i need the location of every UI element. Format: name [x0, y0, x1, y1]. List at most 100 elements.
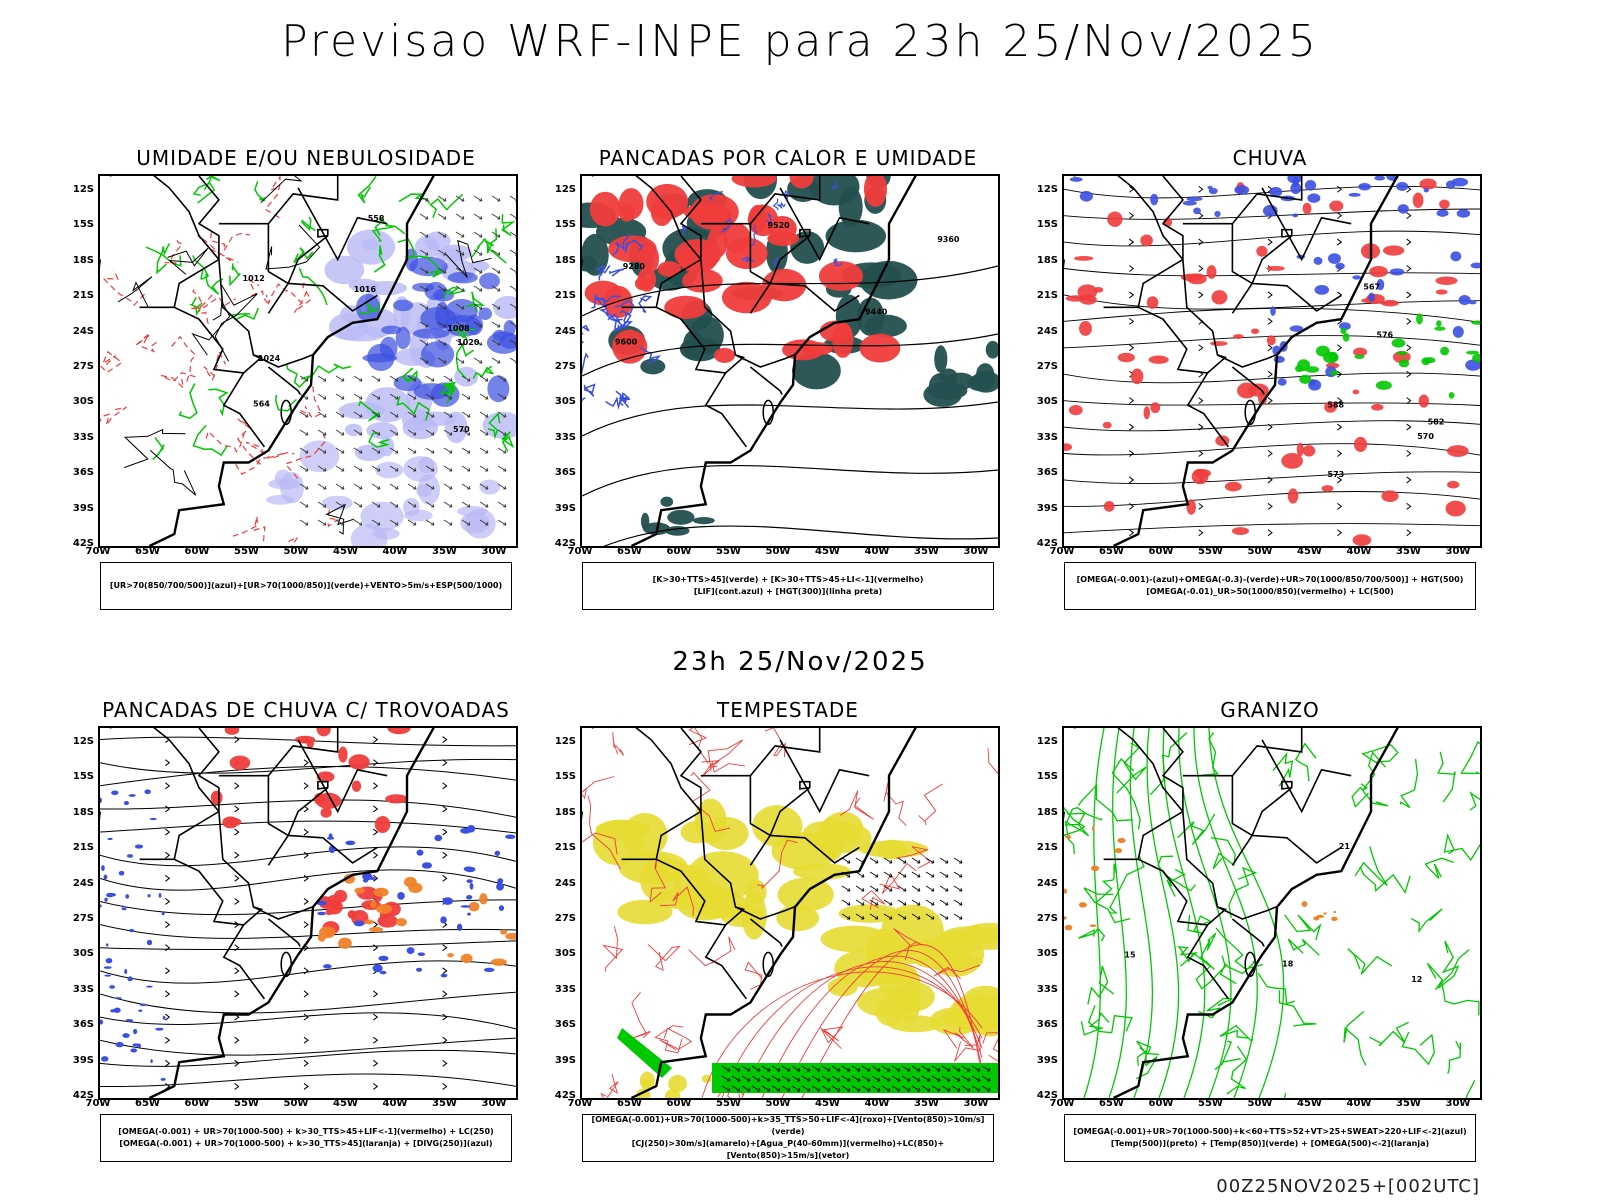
field-blob — [1069, 176, 1083, 182]
contour-line — [1401, 1031, 1435, 1066]
field-blob — [121, 905, 125, 908]
lon-tick-label: 60W — [1148, 1098, 1174, 1109]
border-line — [267, 282, 378, 314]
field-blob — [1078, 902, 1087, 908]
field-blob — [1358, 183, 1372, 191]
lat-tick-label: 33S — [554, 983, 576, 995]
wind-vector — [497, 465, 507, 472]
contour-line — [820, 1026, 844, 1049]
field-blob — [354, 444, 386, 462]
wind-vector — [437, 231, 447, 238]
field-blob — [1270, 306, 1276, 316]
wind-vector — [761, 1065, 771, 1072]
contour-line — [1351, 786, 1389, 808]
field-blob — [460, 905, 471, 908]
field-blob — [499, 333, 516, 349]
field-blob — [617, 899, 673, 925]
field-blob — [493, 295, 516, 320]
field-blob — [1186, 499, 1196, 515]
lat-tick-label: 27S — [72, 913, 94, 924]
lon-tick-label: 30W — [481, 1098, 507, 1109]
contour-line — [1219, 1024, 1254, 1043]
lon-tick-label: 30W — [963, 546, 989, 557]
lat-tick-label: 42S — [72, 538, 94, 549]
contour-line — [631, 992, 651, 1040]
wind-vector — [371, 393, 381, 400]
streamline-arrow — [1129, 344, 1135, 352]
wind-vector — [781, 1065, 791, 1072]
streamline-arrow — [165, 874, 171, 882]
field-blob — [1331, 916, 1338, 922]
field-blob — [1423, 187, 1429, 193]
contour-line — [582, 352, 589, 377]
contour-line — [1437, 751, 1456, 803]
contour-line — [1210, 836, 1236, 870]
field-blob — [408, 882, 423, 893]
streamline — [100, 1049, 516, 1067]
wind-vector — [353, 375, 363, 382]
field-blob — [1257, 390, 1268, 406]
streamline-arrow — [165, 805, 171, 813]
border-line — [1182, 728, 1303, 777]
contour-line — [312, 363, 352, 376]
wind-vector — [455, 195, 465, 202]
streamline-arrow — [1267, 238, 1273, 246]
wind-vector — [419, 249, 429, 256]
temperature-contour — [1083, 728, 1105, 1098]
field-blob — [468, 901, 480, 912]
field-blob — [1389, 268, 1405, 276]
field-blob — [664, 1089, 681, 1098]
field-blob — [1333, 910, 1337, 914]
map-frame — [580, 726, 1000, 1100]
wind-vector — [317, 501, 327, 508]
field-blob — [1465, 359, 1480, 371]
field-blob — [160, 1077, 166, 1081]
wind-vector — [389, 465, 399, 472]
streamline — [100, 765, 516, 787]
streamline-arrow — [373, 805, 379, 813]
streamline-arrow — [303, 921, 309, 928]
wind-vector — [425, 519, 435, 526]
contour-line — [229, 263, 241, 287]
wind-vector — [497, 393, 507, 400]
field-blob — [1266, 265, 1285, 271]
lat-tick-label: 24S — [72, 877, 94, 889]
contour-line — [654, 1025, 684, 1054]
wind-vector — [881, 1075, 891, 1082]
streamline-arrow — [373, 851, 379, 859]
wind-vector — [299, 483, 309, 490]
field-blob — [121, 907, 127, 911]
wind-vector — [791, 1065, 801, 1072]
contour-line — [299, 386, 323, 419]
field-blob — [1140, 234, 1153, 247]
wind-vector — [353, 483, 363, 490]
wind-vector — [891, 1075, 901, 1082]
field-blob — [1434, 326, 1446, 331]
field-blob — [464, 508, 496, 539]
wind-vector — [473, 321, 483, 328]
field-blob — [1381, 299, 1399, 307]
streamline-arrow — [165, 944, 171, 952]
field-blob — [1224, 481, 1242, 492]
contour-line — [209, 232, 250, 252]
wind-vector — [371, 447, 381, 454]
field-blob — [881, 904, 944, 956]
field-blob — [395, 326, 411, 350]
wind-vector — [335, 447, 345, 454]
field-blob — [1281, 453, 1303, 469]
wind-vector — [897, 871, 907, 878]
contour-line — [896, 846, 931, 869]
contour-line — [942, 1027, 974, 1049]
contour-line — [160, 372, 197, 390]
contour-label: 1024 — [258, 354, 281, 363]
streamline-arrow — [1129, 238, 1135, 246]
field-blob — [612, 329, 648, 364]
field-blob — [1440, 346, 1450, 356]
field-blob — [385, 794, 408, 804]
contour-line — [605, 390, 622, 410]
wind-vector — [883, 857, 893, 864]
field-blob — [338, 746, 348, 763]
border-line — [197, 728, 266, 1000]
wind-vector — [951, 1085, 961, 1092]
contour-line — [1426, 949, 1470, 991]
